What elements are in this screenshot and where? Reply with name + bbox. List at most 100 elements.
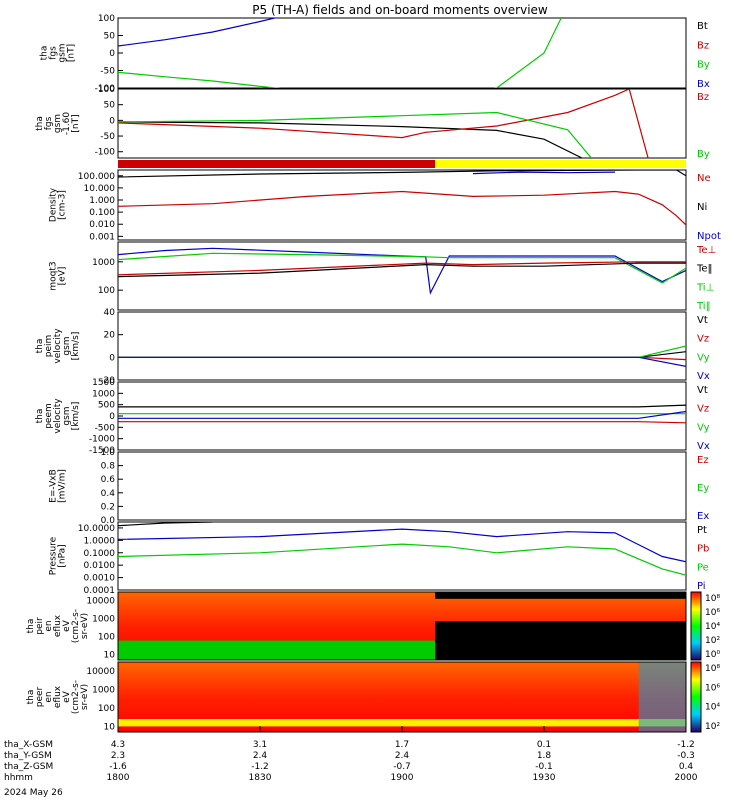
- ylabel-line: tha: [26, 619, 36, 634]
- legend-Te‖: Te‖: [696, 264, 713, 275]
- colorbar-tick: 10⁴: [705, 622, 720, 632]
- series-line-Ni: [118, 170, 686, 178]
- legend-Pb: Pb: [697, 544, 709, 555]
- ylabel-line: [eV]: [58, 267, 68, 286]
- axis-row-label: tha_X-GSM: [4, 740, 53, 750]
- colorbar-tick: 10⁰: [705, 650, 720, 660]
- axis-row-value: -1.6: [109, 762, 127, 772]
- panel-frame: [117, 381, 687, 451]
- axis-row-value: 2.3: [111, 751, 125, 761]
- ytick-label: 50: [104, 32, 116, 42]
- series-line-Bx: [118, 18, 278, 47]
- ytick-label: 0.010: [89, 220, 115, 230]
- panel-7: E=-VxB [mV/m] 1.0 0.8 0.6 0.4 0.2 0.0 Ez Ey Ex: [49, 448, 710, 526]
- legend-Te⊥: Te⊥: [696, 245, 716, 256]
- ylabel-line: eflux: [53, 614, 63, 637]
- time-axis-info: tha_X-GSM 4.3 3.1 1.7 0.1 -1.2 tha_Y-GSM 2.3 2.4…: [4, 726, 698, 798]
- heatmap-cool-region: [638, 662, 686, 732]
- ytick-label: 0.0010: [84, 574, 116, 584]
- legend-Vz: Vz: [697, 404, 709, 415]
- panel-1: tha fgs gsm -1.60 [nT] 100 50 0 -50 -100 Bz By: [35, 85, 710, 160]
- axis-row-label: tha_Y-GSM: [4, 751, 52, 761]
- legend-Bt: Bt: [697, 21, 708, 32]
- legend-By: By: [697, 60, 710, 71]
- ytick-label: 0: [109, 353, 115, 363]
- ytick-label: 500: [98, 401, 115, 411]
- ylabel-line: en: [44, 620, 54, 631]
- axis-row-label: hhmm: [4, 773, 33, 783]
- ytick-label: 0.2: [101, 502, 115, 512]
- panel-frame: [117, 169, 687, 241]
- axis-row-value: 2.4: [253, 751, 268, 761]
- ytick-label: 1.000: [89, 196, 115, 206]
- ylabel-line: gsm: [58, 43, 68, 62]
- ytick-label: -100: [95, 84, 116, 94]
- ylabel-line: tha: [35, 116, 45, 131]
- mode-bar-fast: [118, 160, 436, 168]
- ylabel-line: sr-eV): [80, 684, 90, 710]
- colorbar-tick: 10⁴: [705, 703, 720, 713]
- colorbar: [690, 591, 702, 661]
- axis-row-value: 1930: [533, 773, 556, 783]
- ytick-label: 10000: [86, 597, 115, 607]
- ylabel-line: tha: [35, 409, 45, 424]
- axis-row-label: tha_Z-GSM: [4, 762, 53, 772]
- ytick-label: -500: [95, 423, 116, 433]
- axis-row-value: 0.1: [537, 740, 551, 750]
- ylabel-line: (cm2-s-: [71, 609, 81, 643]
- ylabel-line: peir: [35, 617, 45, 635]
- colorbar-tick: 10²: [705, 722, 720, 732]
- ylabel-line: eV: [62, 619, 72, 632]
- series-line-Te⊥: [118, 261, 686, 276]
- series-line-Vt: [118, 404, 686, 408]
- ytick-label: 1000: [92, 258, 115, 268]
- axis-row-value: 4.3: [111, 740, 125, 750]
- ylabel-line: moqt3: [49, 261, 59, 290]
- axis-row-value: -0.3: [677, 751, 695, 761]
- legend-By: By: [697, 149, 710, 160]
- ytick-label: 1500: [92, 378, 115, 388]
- colorbar-tick: 10⁶: [705, 608, 720, 618]
- axis-row-value: -1.2: [251, 762, 269, 772]
- legend-Ti‖: Ti‖: [696, 301, 711, 312]
- legend-Ex: Ex: [697, 511, 709, 522]
- series-line-Bz: [118, 89, 649, 158]
- axis-row-value: 1.7: [395, 740, 409, 750]
- axis-row-value: -0.1: [535, 762, 553, 772]
- heatmap-dark-region: [435, 621, 686, 660]
- ytick-label: 1.0: [101, 448, 116, 458]
- ytick-label: -1500: [89, 446, 115, 456]
- series-line-Ti‖: [118, 252, 686, 284]
- series-line-Pi: [118, 528, 686, 563]
- ytick-label: 0.0: [101, 516, 116, 526]
- ylabel-line: [nT]: [71, 114, 81, 132]
- ytick-label: -20: [100, 376, 115, 386]
- legend-Bz: Bz: [697, 40, 709, 51]
- legend-Vt: Vt: [697, 385, 708, 396]
- series-line-Vy: [118, 317, 686, 358]
- series-line-Bt: [118, 121, 583, 158]
- series-line-Npot: [472, 171, 616, 175]
- ylabel-line: tha: [40, 46, 50, 61]
- colorbar-tick: 10⁸: [705, 594, 720, 604]
- ytick-label: 0.0001: [84, 586, 116, 596]
- figure-title: P5 (TH-A) fields and on-board moments ov…: [252, 3, 548, 17]
- ytick-label: 20: [104, 331, 116, 341]
- ylabel-line: (cm2-s-: [71, 680, 81, 714]
- ylabel-line: [cm-3]: [58, 190, 68, 220]
- ytick-label: 100: [98, 14, 115, 24]
- legend-Ez: Ez: [697, 455, 709, 466]
- series-line-Vx: [118, 410, 686, 419]
- ytick-label: 1.0000: [84, 536, 116, 546]
- legend-Pi: Pi: [697, 581, 706, 592]
- series-line-Ne: [118, 190, 686, 226]
- ytick-label: 0.6: [101, 475, 116, 485]
- colorbar-tick: 10⁸: [705, 664, 720, 674]
- mode-bar-slow: [435, 160, 686, 168]
- panel-5: tha peim velocity gsm [km/s] 40 20 0 -20 Vt Vz Vy Vx: [35, 308, 710, 386]
- axis-row-value: 1900: [391, 773, 414, 783]
- ytick-label: 100: [98, 286, 115, 296]
- ylabel-line: tha: [26, 690, 36, 705]
- legend-Pt: Pt: [697, 525, 707, 536]
- ytick-label: 1000: [92, 685, 115, 695]
